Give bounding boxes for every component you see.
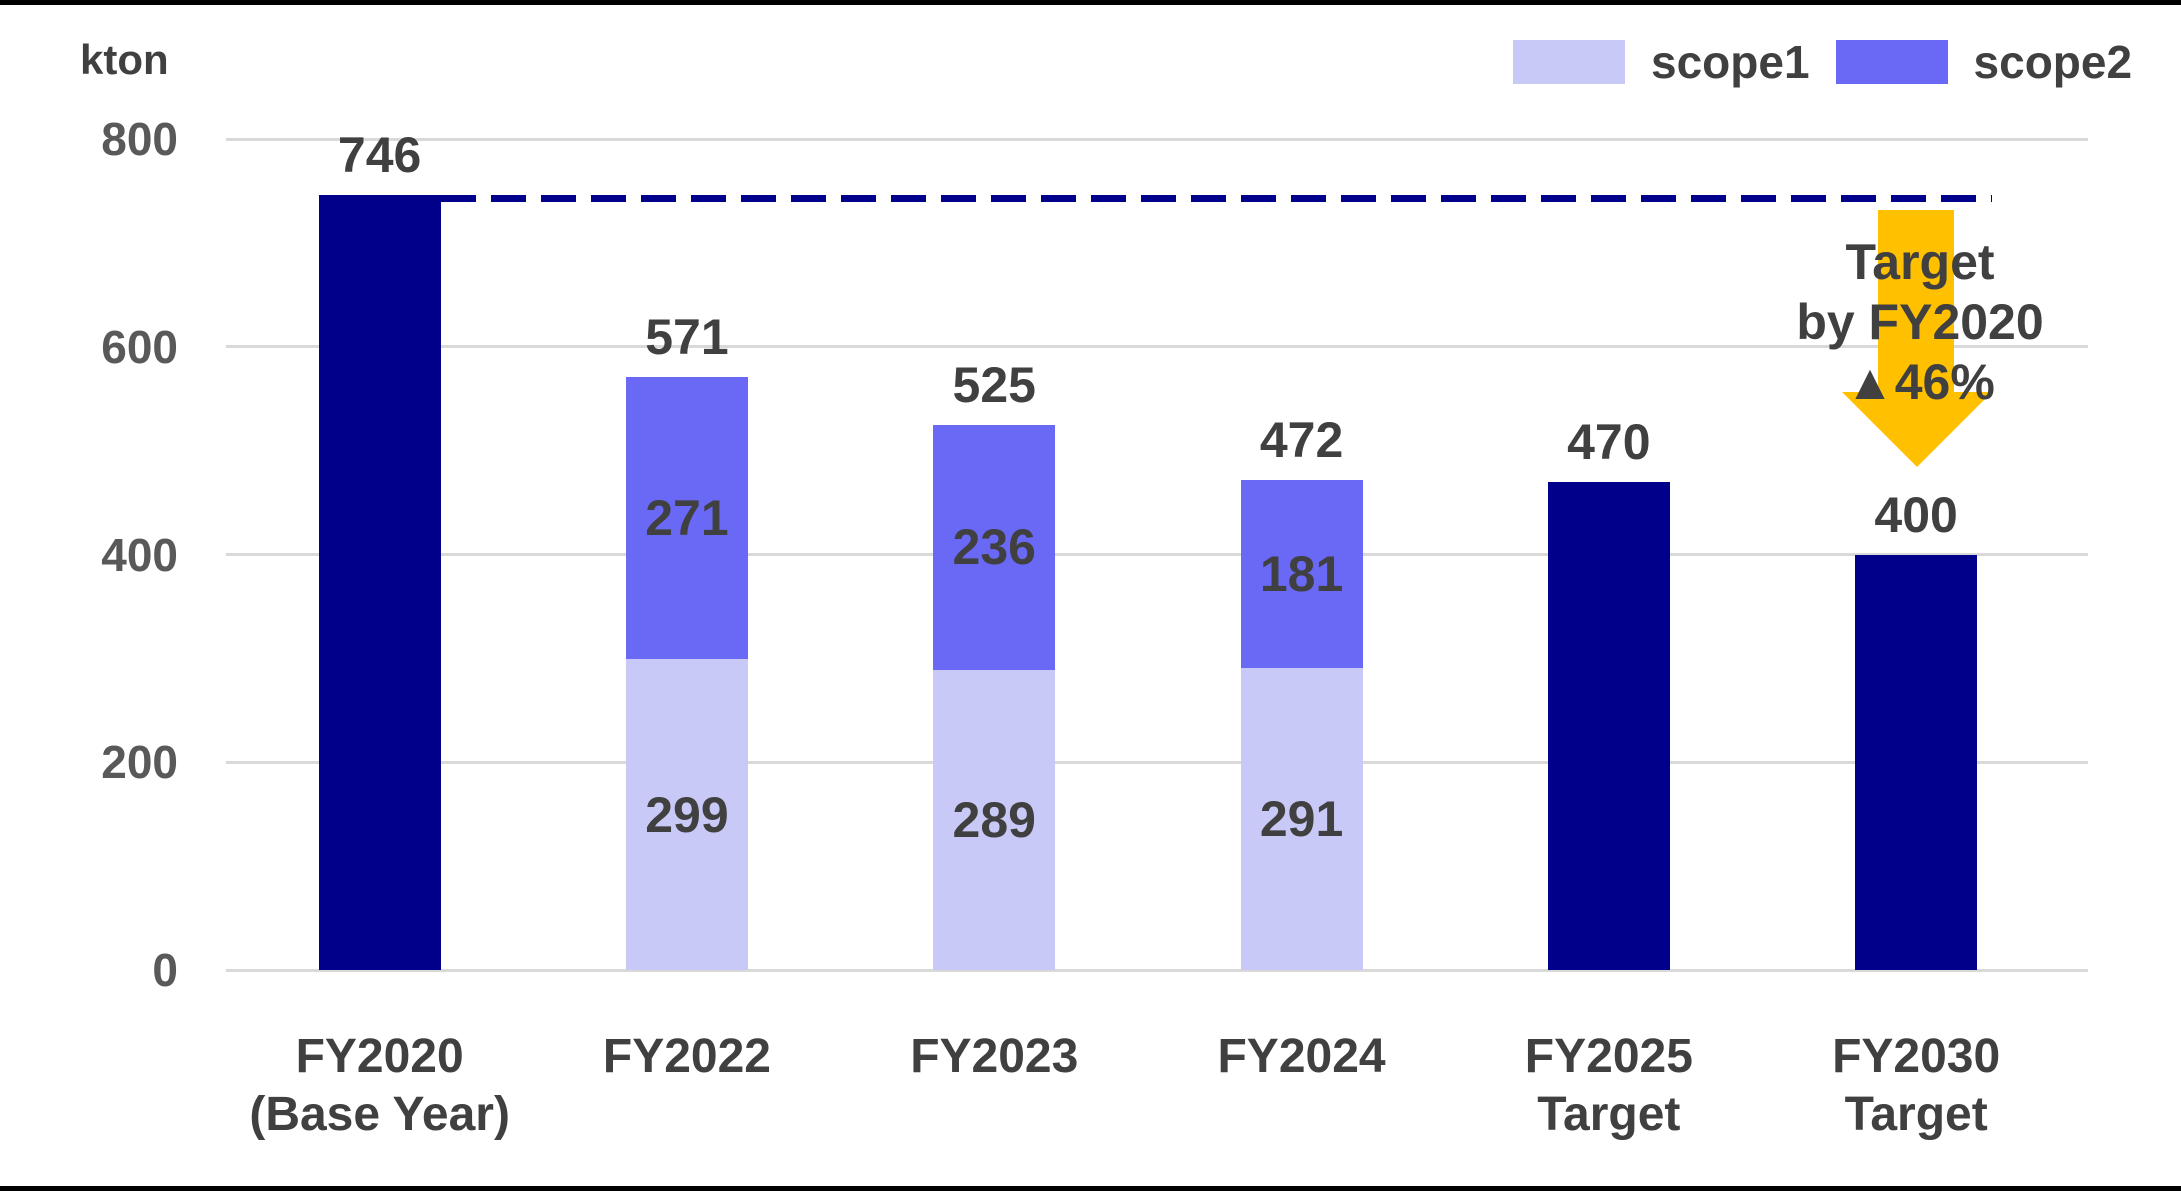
total-label: 746	[337, 127, 422, 184]
x-category-label: FY2020 (Base Year)	[220, 1028, 540, 1144]
bar-fy2022-scope1	[625, 659, 748, 970]
legend-label-scope1: scope1	[1651, 36, 1810, 88]
gridline-200	[226, 760, 2088, 764]
legend: scope1 scope2	[1513, 38, 2132, 86]
target-annotation-line1: Target	[1845, 234, 1995, 290]
bar-fy2022-scope2	[625, 376, 748, 660]
y-tick-200: 200	[101, 736, 178, 789]
x-category-label: FY2025 Target	[1449, 1028, 1769, 1144]
segment-label-scope1: 299	[645, 786, 729, 843]
gridline-800	[226, 137, 2088, 141]
x-category-line: Target	[1844, 1088, 1988, 1141]
x-category-line: FY2030	[1832, 1030, 2001, 1083]
segment-label-scope2: 271	[645, 490, 729, 547]
base-year-reference-line	[440, 195, 1992, 203]
y-tick-800: 800	[101, 113, 178, 165]
top-rule	[0, 0, 2181, 5]
total-label: 472	[1259, 411, 1344, 468]
bar-fy2024-scope2	[1240, 479, 1363, 668]
total-label: 470	[1567, 413, 1651, 470]
y-tick-0: 0	[152, 944, 178, 996]
x-category-line: FY2025	[1524, 1030, 1693, 1083]
bar-fy2024-scope1	[1240, 667, 1363, 970]
bar-fy2023-scope2	[933, 424, 1056, 670]
gridline-400	[226, 553, 2088, 556]
x-category-label: FY2030 Target	[1756, 1028, 2076, 1144]
total-label: 571	[645, 308, 729, 365]
target-annotation-line3: ▲46%	[1845, 354, 1995, 410]
bar-fy2020-(base year)-total	[318, 195, 441, 970]
y-axis-unit-label: kton	[80, 36, 169, 83]
total-label: 400	[1874, 486, 1958, 543]
y-tick-400: 400	[101, 528, 178, 581]
segment-label-scope1: 289	[952, 791, 1036, 848]
x-category-line: FY2024	[1217, 1030, 1386, 1083]
segment-label-scope1: 291	[1259, 790, 1344, 847]
legend-swatch-scope2	[1835, 40, 1948, 84]
segment-label-scope2: 236	[952, 519, 1036, 576]
y-tick-600: 600	[101, 320, 178, 373]
x-category-line: Target	[1537, 1088, 1681, 1141]
x-category-label: FY2022	[527, 1028, 847, 1086]
x-category-label: FY2024	[1142, 1028, 1462, 1086]
bar-fy2030-target-target	[1855, 554, 1978, 970]
x-category-line: FY2020	[295, 1030, 464, 1083]
x-category-line: (Base Year)	[249, 1088, 510, 1141]
x-category-label: FY2023	[834, 1028, 1154, 1086]
x-category-line: FY2022	[602, 1030, 771, 1083]
gridline-600	[226, 345, 2088, 349]
segment-label-scope2: 181	[1259, 545, 1344, 602]
bottom-rule	[0, 1186, 2181, 1191]
gridline-0	[226, 968, 2088, 972]
legend-swatch-scope1	[1513, 40, 1625, 84]
target-annotation-line2: by FY2020	[1796, 294, 2044, 350]
legend-label-scope2: scope2	[1973, 36, 2133, 88]
bar-fy2025-target-target	[1547, 481, 1670, 970]
bar-fy2023-scope1	[933, 669, 1056, 970]
total-label: 525	[952, 356, 1036, 413]
target-annotation: Target by FY2020 ▲46%	[1750, 232, 2090, 412]
x-category-line: FY2023	[910, 1030, 1079, 1083]
